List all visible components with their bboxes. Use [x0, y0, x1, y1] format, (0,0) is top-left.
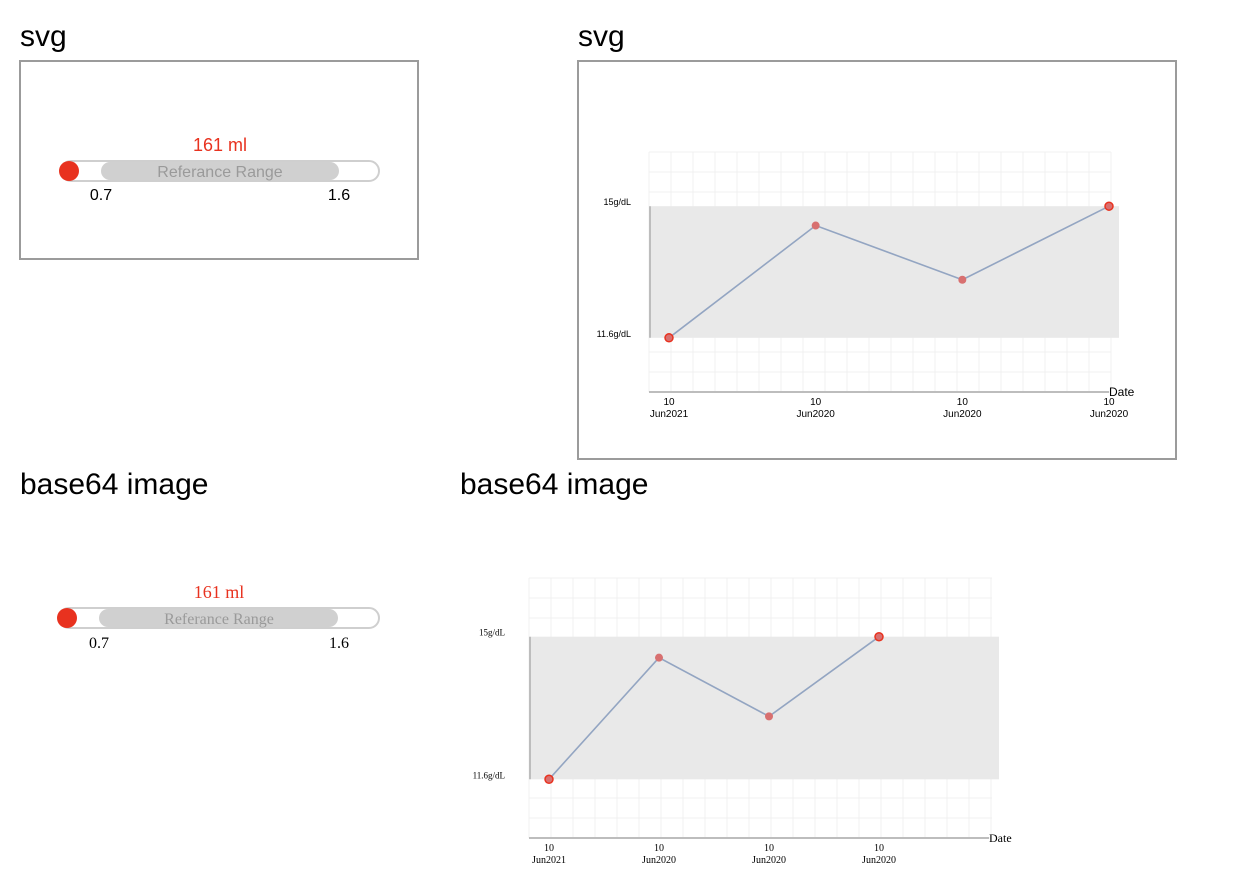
data-point	[765, 712, 773, 721]
x-tick-day-label: 10	[810, 397, 822, 408]
range-indicator-image: 161 ml Referance Range 0.7 1.6	[57, 582, 380, 652]
reference-range-bar	[101, 162, 339, 180]
x-tick-month-label: Jun2020	[642, 855, 676, 866]
base64-range-image: 161 ml Referance Range 0.7 1.6	[40, 570, 400, 660]
data-point	[874, 631, 884, 642]
x-tick-month-label: Jun2021	[532, 855, 566, 866]
data-point	[544, 774, 554, 785]
reference-band	[649, 206, 1119, 338]
value-label: 161 ml	[193, 135, 247, 155]
reference-band	[529, 636, 999, 780]
svg-heading-right: svg	[578, 20, 625, 53]
data-point	[958, 275, 967, 284]
line-chart-svg: 15g/dL11.6g/dL10Jun202110Jun202010Jun202…	[597, 151, 1135, 420]
range-min-label: 0.7	[90, 187, 112, 204]
range-max-label: 1.6	[328, 187, 350, 204]
x-tick-month-label: Jun2021	[650, 409, 689, 420]
x-tick-day-label: 10	[544, 843, 554, 854]
range-max-label: 1.6	[329, 635, 349, 652]
y-tick-label: 15g/dL	[479, 628, 505, 638]
x-tick-day-label: 10	[764, 843, 774, 854]
y-tick-label: 11.6g/dL	[473, 770, 505, 780]
value-marker	[57, 608, 77, 628]
series-line	[548, 636, 880, 780]
x-tick-month-label: Jun2020	[796, 409, 835, 420]
svg-chart-panel: 15g/dL 11.6g/dL 10 Jun2021 10 Jun2020 10 Jun202…	[577, 60, 1177, 460]
y-tick-label: 15g/dL	[603, 197, 631, 207]
base64-heading-right: base64 image	[460, 468, 649, 501]
data-point	[1104, 201, 1114, 211]
x-axis-label: Date	[989, 831, 1012, 845]
x-tick-month-label: Jun2020	[943, 409, 982, 420]
data-point	[664, 333, 674, 343]
line-chart-image: 15g/dL11.6g/dL10Jun202110Jun202010Jun202…	[473, 577, 1012, 866]
x-tick-day-label: 10	[957, 397, 969, 408]
data-point	[655, 653, 663, 662]
x-tick-day-label: 10	[663, 397, 675, 408]
x-tick-day-label: 10	[654, 843, 664, 854]
reference-range-label: Referance Range	[157, 164, 283, 181]
range-indicator-svg: 161 ml Referance Range 0.7 1.6	[59, 135, 380, 204]
x-tick-month-label: Jun2020	[862, 855, 896, 866]
y-tick-label: 11.6g/dL	[597, 329, 631, 339]
series-line	[668, 205, 1110, 339]
reference-range-bar	[99, 609, 338, 627]
x-tick-month-label: Jun2020	[1090, 409, 1129, 420]
value-marker	[59, 161, 79, 181]
reference-range-label: Referance Range	[164, 611, 274, 628]
x-axis-label: Date	[1109, 385, 1135, 399]
base64-heading-left: base64 image	[20, 468, 209, 501]
base64-chart-image: 15g/dL 11.6g/dL 10 Jun2021 10 Jun2020 10 Jun202…	[460, 560, 1040, 880]
svg-range-panel: 161 ml Referance Range 0.7 1.6	[19, 60, 419, 260]
x-tick-month-label: Jun2020	[752, 855, 786, 866]
svg-heading-left: svg	[20, 20, 67, 53]
range-min-label: 0.7	[89, 635, 109, 652]
x-tick-day-label: 10	[1103, 397, 1115, 408]
x-tick-day-label: 10	[874, 843, 884, 854]
value-label: 161 ml	[194, 582, 245, 602]
data-point	[811, 221, 820, 230]
